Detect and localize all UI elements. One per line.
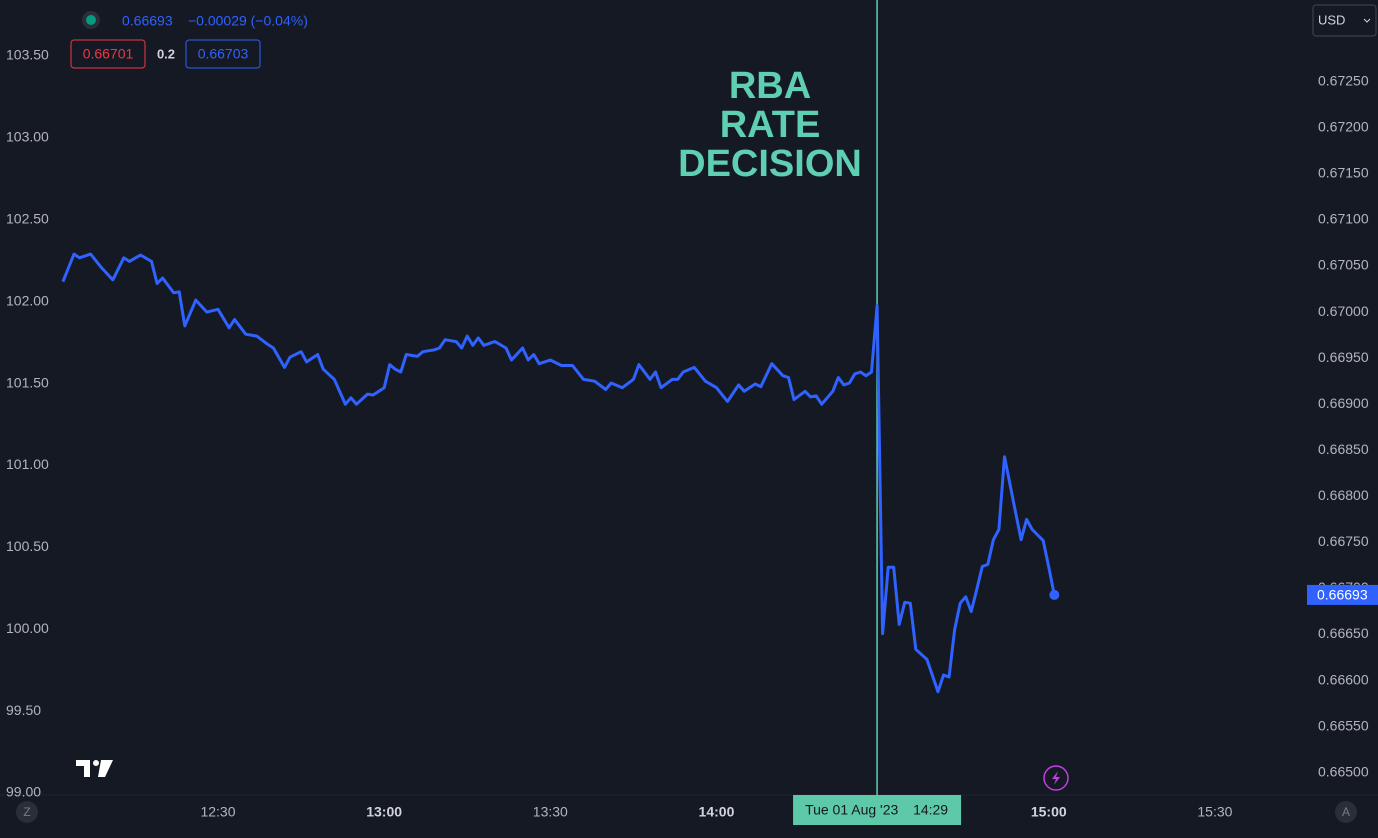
y2-tick-label: 0.67050 xyxy=(1318,257,1369,273)
y2-tick-label: 0.66750 xyxy=(1318,533,1369,549)
x-tick-label: 15:30 xyxy=(1197,804,1232,820)
y2-tick-label: 0.66500 xyxy=(1318,763,1369,779)
status-dot xyxy=(86,15,96,25)
scale-button-label[interactable]: Z xyxy=(23,805,30,819)
y-tick-label: 103.50 xyxy=(6,47,49,63)
y-tick-label: 100.00 xyxy=(6,620,49,636)
annotation-line: RATE xyxy=(720,104,821,146)
y2-tick-label: 0.66650 xyxy=(1318,625,1369,641)
y-tick-label: 101.00 xyxy=(6,456,49,472)
y-tick-label: 99.50 xyxy=(6,702,41,718)
tv-logo xyxy=(76,760,113,777)
scale-button-label[interactable]: A xyxy=(1342,805,1350,819)
y2-tick-label: 0.67200 xyxy=(1318,119,1369,135)
scale-buttons[interactable]: Z A xyxy=(16,801,1357,823)
legend: 0.66693 −0.00029 (−0.04%) 0.66701 0.2 0.… xyxy=(70,11,308,69)
y2-tick-label: 0.66900 xyxy=(1318,395,1369,411)
scale-button[interactable] xyxy=(16,801,38,823)
alert-icon[interactable] xyxy=(1043,765,1069,791)
logo-part xyxy=(76,760,90,777)
legend-change: −0.00029 (−0.04%) xyxy=(188,13,308,29)
last-price-label: 0.66693 xyxy=(1317,587,1368,603)
bid[interactable]: 0.66701 xyxy=(83,46,134,62)
y-tick-label: 100.50 xyxy=(6,538,49,554)
x-tick-label: 12:30 xyxy=(200,804,235,820)
x-tick-label: 13:00 xyxy=(366,804,402,820)
last-price-box xyxy=(1307,584,1378,605)
x-tick-label: 13:30 xyxy=(533,804,568,820)
y2-tick-label: 0.66800 xyxy=(1318,487,1369,503)
currency[interactable]: USD xyxy=(1318,12,1345,27)
y2-tick-label: 0.67250 xyxy=(1318,72,1369,88)
price-line xyxy=(61,252,1056,694)
y-tick-label: 102.50 xyxy=(6,210,49,226)
y-tick-label: 102.00 xyxy=(6,292,49,308)
alert-ring[interactable] xyxy=(1043,765,1069,791)
logo-part xyxy=(93,760,99,766)
legend-price: 0.66693 xyxy=(122,13,173,29)
scale-button[interactable] xyxy=(1335,801,1357,823)
y-tick-label: 101.50 xyxy=(6,374,49,390)
crosshair-date: Tue 01 Aug '23 xyxy=(805,802,898,818)
bid-box[interactable] xyxy=(70,39,146,69)
logo-part xyxy=(98,760,113,777)
y2-tick-label: 0.66550 xyxy=(1318,717,1369,733)
annotation: RBA RATE DECISION xyxy=(678,65,862,185)
currency-box[interactable] xyxy=(1312,4,1377,37)
ask-box[interactable] xyxy=(185,39,261,69)
x-tick-label: 14:00 xyxy=(699,804,735,820)
crosshair-time: 14:29 xyxy=(913,802,948,818)
y2-tick-label: 0.66950 xyxy=(1318,349,1369,365)
y-tick-label: 103.00 xyxy=(6,129,49,145)
alert-bolt xyxy=(1052,771,1060,785)
spread: 0.2 xyxy=(157,46,175,61)
y2-tick-label: 0.66600 xyxy=(1318,671,1369,687)
y2-tick-label: 0.67100 xyxy=(1318,211,1369,227)
ask[interactable]: 0.66703 xyxy=(198,46,249,62)
y-tick-label: 99.00 xyxy=(6,784,41,800)
y2-tick-label: 0.66850 xyxy=(1318,441,1369,457)
y2-tick-label: 0.67150 xyxy=(1318,165,1369,181)
x-tick-label: 15:00 xyxy=(1031,804,1067,820)
annotation-line: DECISION xyxy=(678,143,862,185)
crosshair-label-box xyxy=(793,795,962,825)
y2-tick-label: 0.67000 xyxy=(1318,303,1369,319)
chevron xyxy=(1363,18,1371,23)
currency-select[interactable]: USD xyxy=(1312,4,1377,37)
last-point xyxy=(1049,589,1060,600)
annotation-line: RBA xyxy=(729,65,811,107)
